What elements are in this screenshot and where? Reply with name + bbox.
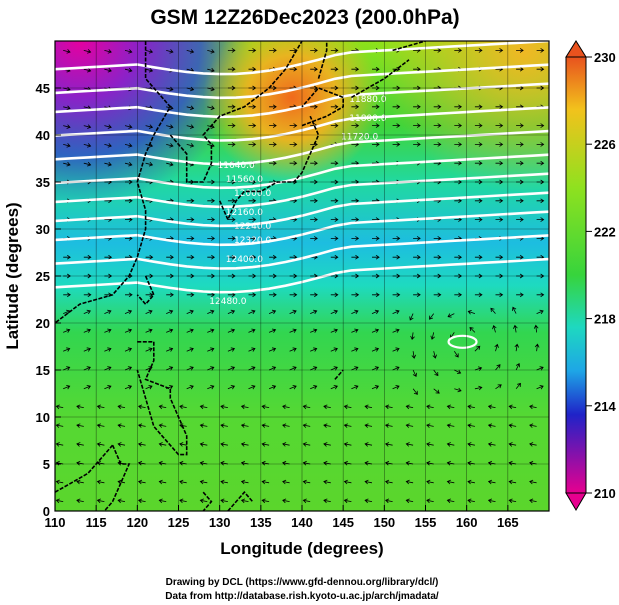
contour-label: 11800.0 [349, 114, 386, 124]
map-plot-area: 11880.0 11800.0 11720.0 11640.0 11560.0 12000… [55, 41, 549, 511]
coastline [136, 275, 155, 306]
y-axis-title: Latitude (degrees) [3, 202, 22, 349]
x-tick-label: 120 [126, 515, 148, 530]
colorbar-tick-label: 218 [594, 312, 616, 327]
y-tick-label: 30 [36, 222, 50, 237]
x-tick-label: 135 [250, 515, 272, 530]
colorbar-tick-label: 230 [594, 50, 616, 65]
y-tick-label: 20 [36, 316, 50, 331]
coastline [334, 369, 344, 380]
colorbar-scale [565, 56, 587, 494]
credit-line-1: Drawing by DCL (https://www.gfd-dennou.o… [166, 577, 439, 588]
contour-label: 12000.0 [234, 189, 271, 199]
contour-label: 12400.0 [226, 255, 263, 265]
coastline [202, 491, 213, 511]
x-tick-label: 160 [456, 515, 478, 530]
y-tick-label: 40 [36, 128, 50, 143]
x-axis: 110 115 120 125 130 135 140 145 150 155 160 165 [45, 505, 519, 530]
gridlines [55, 41, 549, 511]
y-axis: 45 40 35 30 25 20 15 10 5 0 [36, 81, 61, 519]
x-tick-label: 115 [86, 515, 107, 530]
coastline [55, 41, 172, 324]
contour-label: 11720.0 [341, 133, 378, 143]
x-tick-label: 140 [291, 515, 313, 530]
colorbar-tick-label: 222 [594, 224, 616, 239]
coastline [351, 59, 410, 99]
x-tick-label: 145 [332, 515, 354, 530]
y-tick-label: 45 [36, 81, 50, 96]
contour-label: 11560.0 [226, 175, 263, 185]
credit-line-2: Data from http://database.rish.kyoto-u.a… [165, 591, 439, 602]
chart-title: GSM 12Z26Dec2023 (200.0hPa) [150, 6, 459, 29]
x-tick-label: 125 [168, 515, 190, 530]
x-tick-label: 155 [415, 515, 437, 530]
coastline [227, 490, 254, 511]
contour-label: 11880.0 [349, 95, 386, 105]
y-tick-label: 15 [36, 363, 50, 378]
coastline [136, 341, 188, 456]
coastline [317, 41, 328, 79]
contour-label: 11640.0 [218, 161, 255, 171]
y-tick-label: 0 [43, 504, 50, 519]
colorbar-tick-label: 210 [594, 486, 616, 501]
contour-label: 12320.0 [234, 236, 271, 246]
coastline [392, 41, 426, 52]
x-tick-label: 165 [497, 515, 519, 530]
y-tick-label: 5 [43, 457, 50, 472]
coastline [103, 444, 131, 511]
y-tick-label: 25 [36, 269, 50, 284]
colorbar: 230 226 222 218 214 210 [565, 40, 616, 511]
contour-label: 12160.0 [226, 208, 263, 218]
x-tick-label: 130 [209, 515, 231, 530]
colorbar-tick-label: 214 [594, 399, 616, 414]
x-tick-label: 110 [45, 515, 66, 530]
colorbar-top-arrow [565, 40, 587, 58]
colorbar-bottom-arrow [565, 492, 587, 511]
y-tick-label: 10 [36, 410, 50, 425]
colorbar-tick-label: 226 [594, 137, 616, 152]
x-tick-label: 150 [373, 515, 395, 530]
y-tick-label: 35 [36, 175, 50, 190]
x-axis-title: Longitude (degrees) [220, 539, 383, 558]
contour-label: 12240.0 [234, 222, 271, 232]
contour-label: 12480.0 [209, 297, 246, 307]
closed-contour-high [447, 334, 478, 349]
coastline [55, 444, 114, 493]
